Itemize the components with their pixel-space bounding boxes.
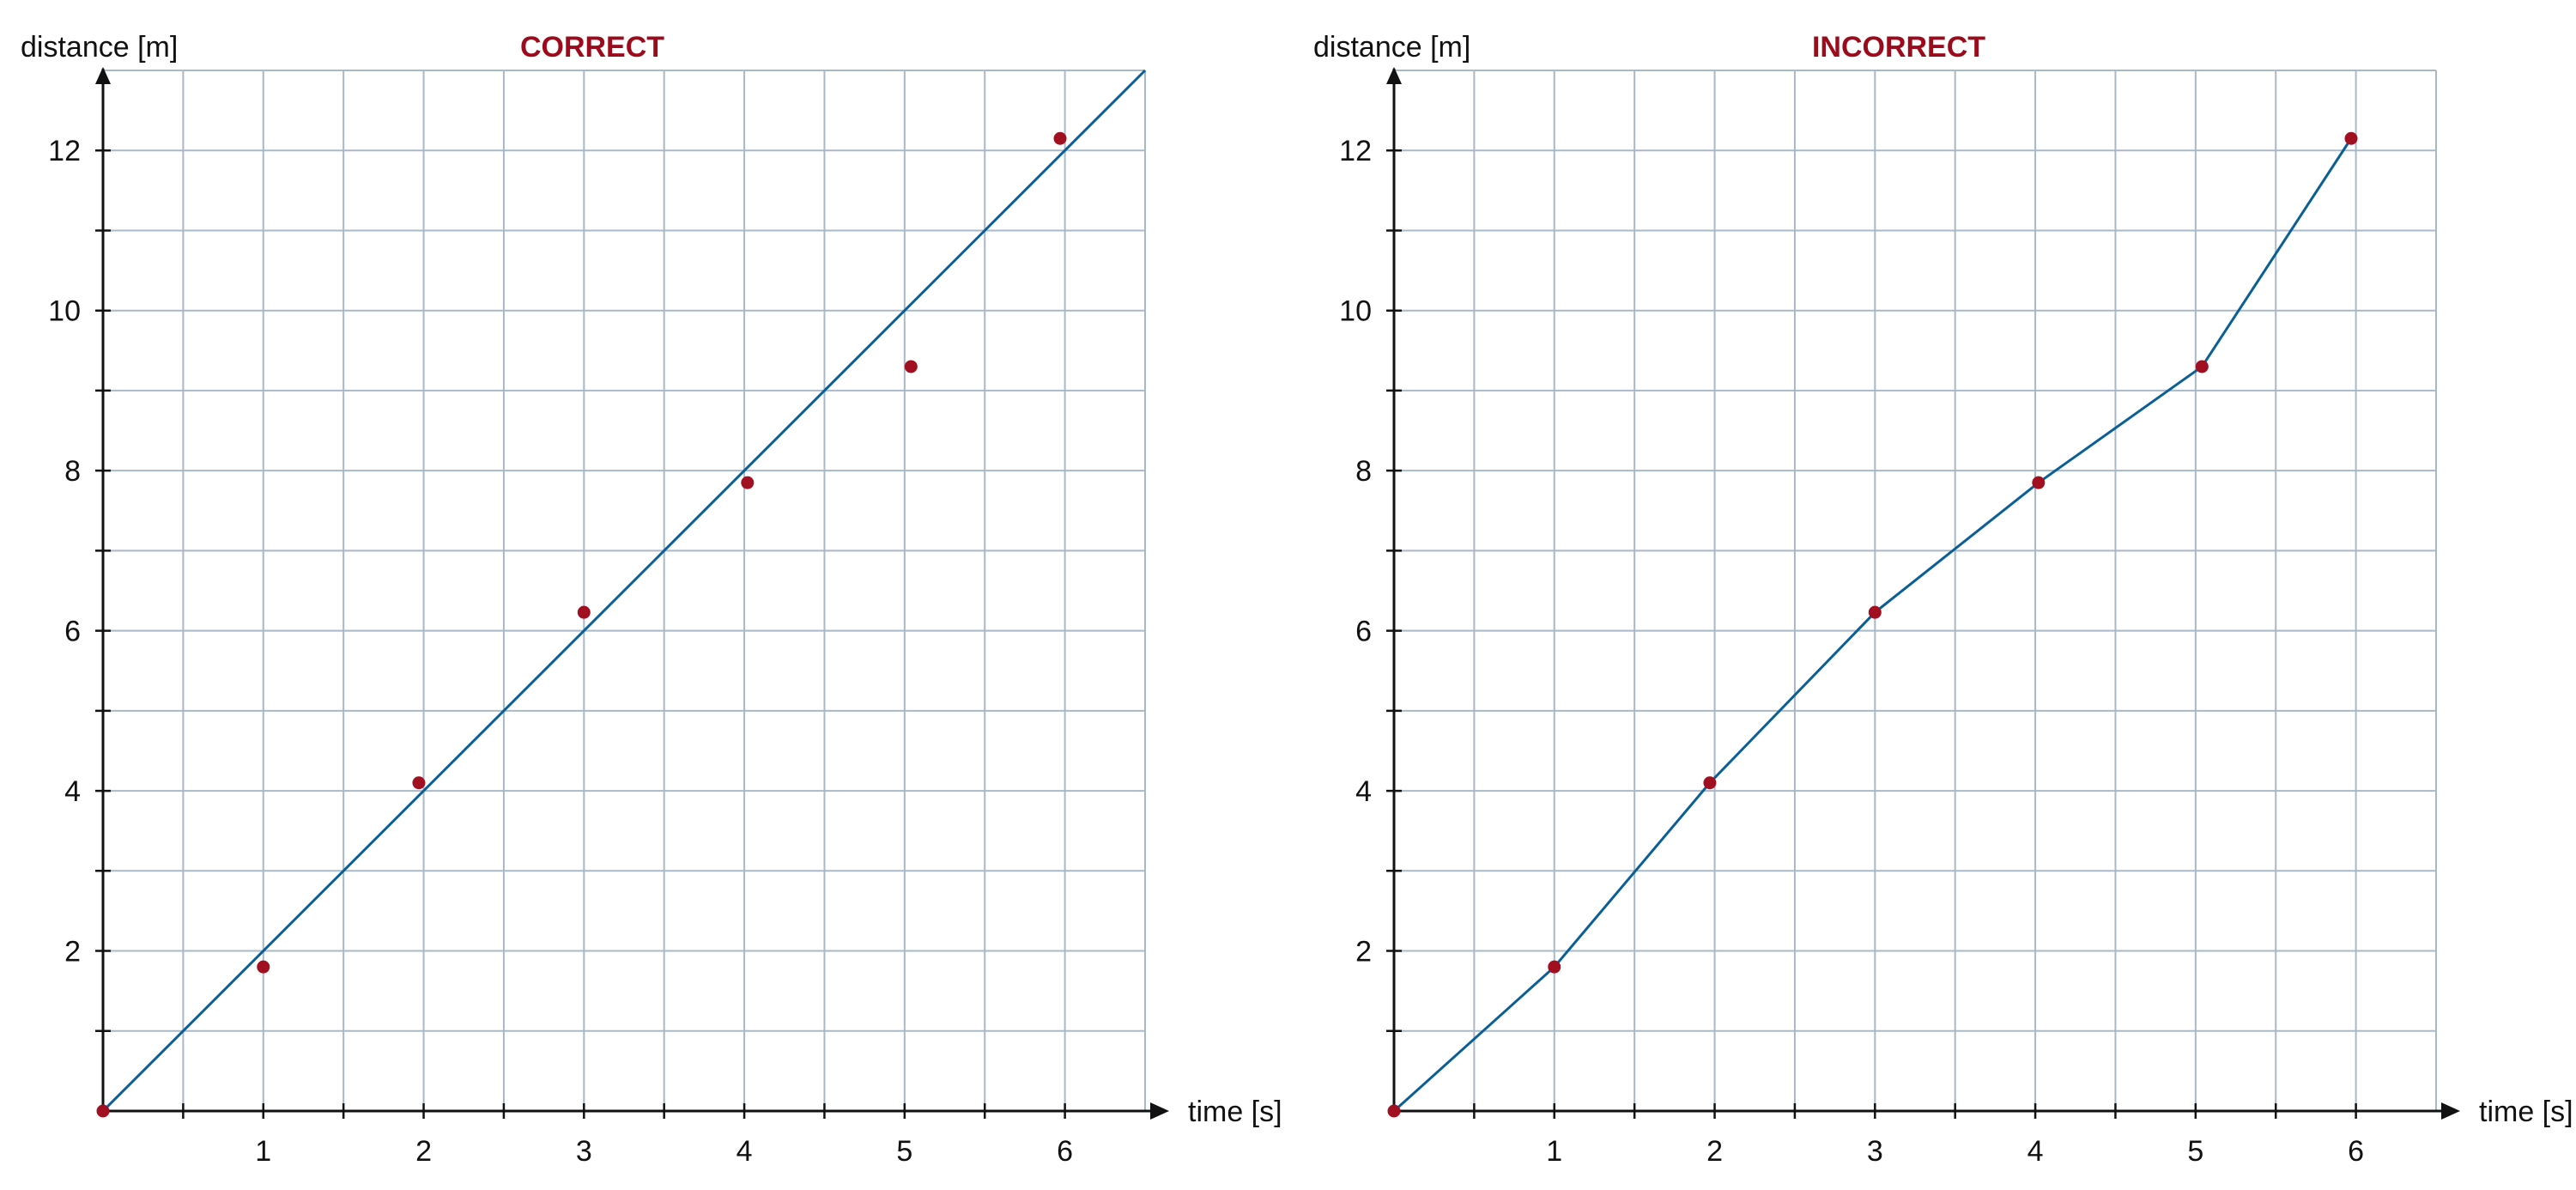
data-point xyxy=(904,360,918,373)
chart-title: INCORRECT xyxy=(1812,31,1985,64)
y-tick-label: 8 xyxy=(64,455,81,488)
x-tick-label: 5 xyxy=(896,1135,912,1168)
x-tick-label: 1 xyxy=(255,1135,271,1168)
best-fit-line xyxy=(101,69,1147,1113)
chart-title: CORRECT xyxy=(520,31,664,64)
x-axis-label: time [s] xyxy=(1188,1096,1282,1128)
x-axis-arrowhead xyxy=(1150,1102,1169,1120)
y-axis-arrowhead xyxy=(95,67,111,84)
y-axis-label: distance [m] xyxy=(21,31,178,64)
data-point xyxy=(741,476,755,489)
x-tick-label: 4 xyxy=(736,1135,753,1168)
y-tick-label: 12 xyxy=(48,135,81,167)
y-tick-label: 12 xyxy=(1339,135,1372,167)
y-tick-label: 10 xyxy=(1339,295,1372,328)
series-line xyxy=(1392,137,2353,1113)
y-axis-arrowhead xyxy=(1386,67,1402,84)
data-point xyxy=(1703,776,1717,790)
y-tick-label: 6 xyxy=(1355,616,1372,648)
x-tick-label: 5 xyxy=(2187,1135,2203,1168)
y-tick-label: 4 xyxy=(64,775,81,808)
x-tick-label: 2 xyxy=(1706,1135,1723,1168)
x-tick-label: 6 xyxy=(1057,1135,1073,1168)
data-point xyxy=(257,960,270,974)
x-axis-label: time [s] xyxy=(2479,1096,2573,1128)
x-tick-label: 1 xyxy=(1546,1135,1562,1168)
data-point xyxy=(1387,1104,1401,1118)
y-tick-label: 2 xyxy=(1355,936,1372,968)
data-point xyxy=(1053,131,1067,145)
x-tick-label: 3 xyxy=(1867,1135,1883,1168)
data-point xyxy=(1548,960,1561,974)
data-point xyxy=(412,776,426,790)
y-tick-label: 6 xyxy=(64,616,81,648)
x-tick-label: 4 xyxy=(2027,1135,2044,1168)
y-axis-label: distance [m] xyxy=(1313,31,1470,64)
data-point xyxy=(1868,605,1882,619)
data-point xyxy=(577,605,591,619)
y-tick-label: 8 xyxy=(1355,455,1372,488)
x-tick-label: 3 xyxy=(576,1135,592,1168)
data-point xyxy=(96,1104,110,1118)
x-tick-label: 6 xyxy=(2348,1135,2364,1168)
data-point xyxy=(2032,476,2046,489)
y-tick-label: 4 xyxy=(1355,775,1372,808)
x-axis-arrowhead xyxy=(2441,1102,2460,1120)
y-tick-label: 2 xyxy=(64,936,81,968)
x-tick-label: 2 xyxy=(415,1135,432,1168)
data-point xyxy=(2195,360,2209,373)
y-tick-label: 10 xyxy=(48,295,81,328)
data-point xyxy=(2344,131,2358,145)
